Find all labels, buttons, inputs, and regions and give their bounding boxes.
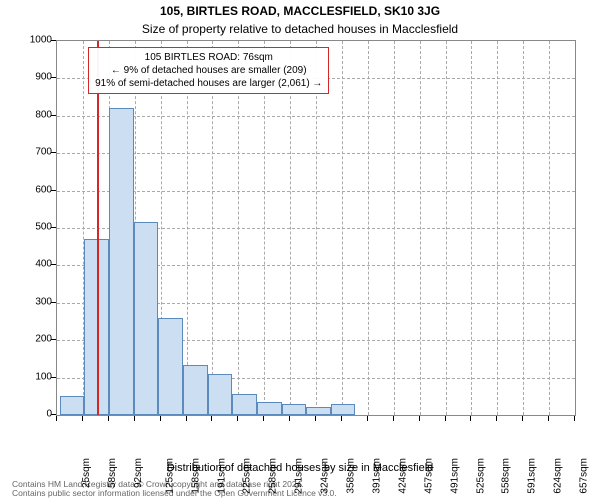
x-tick-mark bbox=[341, 416, 342, 421]
x-tick-mark bbox=[134, 416, 135, 421]
x-tick-label: 624sqm bbox=[553, 458, 564, 494]
x-tick-mark bbox=[367, 416, 368, 421]
gridline-v bbox=[549, 41, 550, 415]
x-tick-label: 491sqm bbox=[449, 458, 460, 494]
histogram-bar bbox=[60, 396, 85, 415]
gridline-v bbox=[446, 41, 447, 415]
annotation-box: 105 BIRTLES ROAD: 76sqm← 9% of detached … bbox=[88, 47, 329, 94]
x-tick-label: 358sqm bbox=[346, 458, 357, 494]
gridline-v bbox=[212, 41, 213, 415]
y-tick-label: 1000 bbox=[30, 35, 52, 46]
x-tick-label: 125sqm bbox=[164, 458, 175, 494]
x-tick-label: 324sqm bbox=[320, 458, 331, 494]
histogram-bar bbox=[208, 374, 233, 415]
x-tick-mark bbox=[419, 416, 420, 421]
gridline-v bbox=[368, 41, 369, 415]
x-tick-mark bbox=[108, 416, 109, 421]
x-tick-label: 291sqm bbox=[294, 458, 305, 494]
x-tick-mark bbox=[574, 416, 575, 421]
annotation-line: 105 BIRTLES ROAD: 76sqm bbox=[95, 51, 322, 64]
x-tick-label: 558sqm bbox=[501, 458, 512, 494]
gridline-v bbox=[342, 41, 343, 415]
x-tick-mark bbox=[522, 416, 523, 421]
x-tick-mark bbox=[470, 416, 471, 421]
x-tick-label: 158sqm bbox=[190, 458, 201, 494]
y-tick-label: 600 bbox=[35, 184, 52, 195]
x-tick-mark bbox=[237, 416, 238, 421]
gridline-v bbox=[238, 41, 239, 415]
x-tick-mark bbox=[160, 416, 161, 421]
histogram-bar bbox=[109, 108, 134, 415]
gridline-v bbox=[316, 41, 317, 415]
x-tick-label: 225sqm bbox=[242, 458, 253, 494]
histogram-bar bbox=[232, 394, 257, 415]
x-tick-label: 457sqm bbox=[423, 458, 434, 494]
histogram-bar bbox=[331, 404, 356, 415]
x-tick-mark bbox=[211, 416, 212, 421]
gridline-v bbox=[264, 41, 265, 415]
x-tick-mark bbox=[56, 416, 57, 421]
x-tick-label: 424sqm bbox=[397, 458, 408, 494]
histogram-bar bbox=[306, 407, 331, 415]
gridline-v bbox=[187, 41, 188, 415]
y-tick-label: 700 bbox=[35, 147, 52, 158]
x-tick-mark bbox=[315, 416, 316, 421]
gridline-v bbox=[497, 41, 498, 415]
y-tick-label: 100 bbox=[35, 371, 52, 382]
histogram-bar bbox=[158, 318, 183, 415]
x-tick-mark bbox=[263, 416, 264, 421]
x-tick-label: 525sqm bbox=[475, 458, 486, 494]
y-tick-label: 400 bbox=[35, 259, 52, 270]
histogram-bar bbox=[257, 402, 282, 415]
x-tick-mark bbox=[496, 416, 497, 421]
gridline-v bbox=[471, 41, 472, 415]
x-tick-mark bbox=[548, 416, 549, 421]
x-tick-label: 657sqm bbox=[579, 458, 590, 494]
y-tick-label: 800 bbox=[35, 109, 52, 120]
chart-title: Size of property relative to detached ho… bbox=[0, 22, 600, 36]
x-tick-label: 92sqm bbox=[133, 458, 144, 488]
histogram-bar bbox=[282, 404, 307, 415]
x-tick-mark bbox=[445, 416, 446, 421]
x-tick-mark bbox=[393, 416, 394, 421]
x-tick-label: 25sqm bbox=[81, 458, 92, 488]
gridline-v bbox=[523, 41, 524, 415]
x-tick-label: 591sqm bbox=[527, 458, 538, 494]
y-tick-label: 300 bbox=[35, 296, 52, 307]
x-tick-label: 258sqm bbox=[268, 458, 279, 494]
annotation-line: ← 9% of detached houses are smaller (209… bbox=[95, 64, 322, 77]
reference-line bbox=[97, 41, 99, 415]
gridline-v bbox=[394, 41, 395, 415]
x-tick-label: 191sqm bbox=[216, 458, 227, 494]
annotation-line: 91% of semi-detached houses are larger (… bbox=[95, 77, 322, 90]
y-tick-label: 900 bbox=[35, 72, 52, 83]
gridline-v bbox=[420, 41, 421, 415]
plot-area: 105 BIRTLES ROAD: 76sqm← 9% of detached … bbox=[56, 40, 576, 416]
x-tick-label: 391sqm bbox=[371, 458, 382, 494]
y-tick-label: 0 bbox=[46, 409, 52, 420]
histogram-bar bbox=[134, 222, 159, 415]
x-tick-mark bbox=[82, 416, 83, 421]
x-tick-mark bbox=[289, 416, 290, 421]
page-title: 105, BIRTLES ROAD, MACCLESFIELD, SK10 3J… bbox=[0, 4, 600, 18]
x-tick-mark bbox=[186, 416, 187, 421]
y-tick-label: 500 bbox=[35, 222, 52, 233]
gridline-v bbox=[290, 41, 291, 415]
x-tick-label: 58sqm bbox=[107, 458, 118, 488]
histogram-bar bbox=[183, 365, 208, 415]
y-tick-label: 200 bbox=[35, 334, 52, 345]
